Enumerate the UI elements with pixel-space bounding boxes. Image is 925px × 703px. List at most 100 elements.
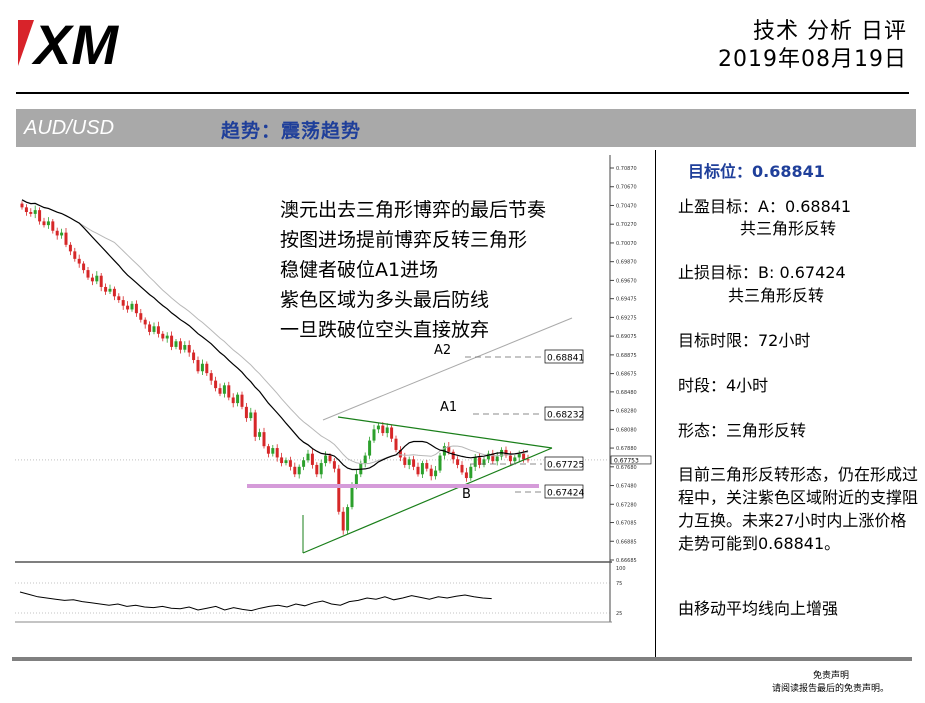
xm-logo: XM (18, 13, 119, 74)
price-tick-label: 0.69075 (616, 334, 637, 340)
candle-body (117, 296, 121, 301)
candle-body (284, 460, 288, 464)
candle-body (429, 468, 433, 477)
candle-body (86, 270, 90, 278)
candle-body (165, 335, 169, 339)
chart-annotation-line: 稳健者破位A1进场 (280, 259, 438, 281)
candle-body (390, 427, 394, 439)
candle-body (469, 466, 473, 479)
candle-body (451, 451, 455, 460)
candle-body (478, 457, 482, 465)
candle-body (38, 210, 42, 222)
level-box (544, 406, 584, 421)
pattern: 形态：三角形反转 (678, 421, 807, 440)
candle-body (209, 373, 213, 381)
candle-body (178, 341, 182, 350)
candle-body (64, 232, 68, 245)
price-tick-label: 0.69475 (616, 297, 637, 303)
candle-body (288, 460, 292, 467)
price-tick-label: 0.67280 (616, 502, 637, 508)
price-tick-label: 0.69870 (616, 260, 637, 266)
candle-body (456, 459, 460, 465)
logo-text: XM (31, 13, 119, 74)
price-axis: 0.70870 0.70670 0.70470 0.70270 0.70070 0.698… (15, 155, 652, 623)
price-tick-label: 0.66685 (616, 558, 637, 564)
candle-body (403, 457, 407, 465)
candle-body (522, 453, 526, 460)
price-tick-label: 0.66885 (616, 539, 637, 545)
candle-body (218, 388, 222, 394)
candle-body (332, 461, 336, 469)
candle-body (134, 303, 138, 314)
candle-body (148, 324, 152, 332)
disclaimer-text: 请阅读报告最后的免责声明。 (771, 684, 889, 694)
price-tick-label: 0.68080 (616, 427, 637, 433)
candle-body (156, 326, 160, 334)
candle-body (231, 397, 235, 404)
candle-body (473, 457, 477, 467)
currency-pair: AUD/USD (24, 117, 115, 139)
candle-body (420, 463, 424, 475)
candle-body (249, 412, 253, 419)
report-header: 技术 分析 日评 2019年08月19日 (718, 18, 907, 74)
candle-body (104, 286, 108, 292)
candle-body (504, 449, 508, 456)
candle-body (253, 412, 257, 437)
time-limit: 目标时限：72小时 (678, 331, 811, 350)
candle-body (258, 432, 262, 437)
slow-moving-average (21, 199, 529, 465)
candle-body (350, 485, 354, 508)
level-value: 0.68841 (547, 354, 584, 364)
candle-body (526, 459, 530, 461)
chart-annotation-line: 紫色区域为多头最后防线 (280, 289, 489, 311)
candle-body (385, 427, 389, 434)
analysis-description: 目前三角形反转形态，仍在形成过程中，关注紫色区域附近的支撑阻力互换。未来27小时… (678, 465, 919, 553)
price-tick-label: 0.68675 (616, 372, 637, 378)
candle-body (240, 394, 244, 407)
level-name: A1 (440, 400, 457, 415)
projection-line (322, 317, 573, 421)
candle-body (170, 335, 174, 347)
header-rule (16, 92, 909, 94)
candle-body (24, 207, 28, 213)
panel-divider (655, 150, 656, 660)
candle-body (244, 406, 248, 419)
candle-body (495, 456, 499, 462)
level-value: 0.67424 (547, 489, 584, 499)
candle-body (425, 463, 429, 469)
candle-body (280, 457, 284, 464)
candle-body (99, 275, 103, 287)
price-tick-label: 0.67085 (616, 521, 637, 527)
candle-body (315, 464, 319, 475)
price-tick-label: 0.70670 (616, 185, 637, 191)
oscillator-panel: 100 75 25 (15, 566, 626, 617)
candle-body (306, 453, 310, 461)
candle-body (192, 352, 196, 361)
candle-body (293, 466, 297, 475)
chart-overlay: 澳元出去三角形博弈的最后节奏按图进场提前博弈反转三角形稳健者破位A1进场紫色区域… (247, 199, 584, 554)
candle-body (236, 394, 240, 404)
candle-body (55, 230, 59, 236)
candle-body (183, 345, 187, 350)
candle-body (121, 300, 125, 306)
candle-body (517, 453, 521, 458)
candle-body (77, 258, 81, 264)
level-box (544, 484, 584, 499)
level-box (544, 456, 584, 471)
candle-body (60, 232, 64, 236)
triangle-upper-edge (337, 416, 553, 449)
price-tick-label: 0.70870 (616, 166, 637, 172)
trend-label: 趋势：震荡趋势 (221, 120, 362, 142)
candle-body (302, 460, 306, 467)
price-tick-label: 0.68280 (616, 409, 637, 415)
candle-body (363, 455, 367, 464)
price-tick-label: 0.70270 (616, 222, 637, 228)
candle-body (200, 363, 204, 372)
candle-body (187, 345, 191, 353)
moving-averages (21, 199, 529, 471)
candle-body (130, 303, 134, 310)
price-tick-label: 0.69275 (616, 315, 637, 321)
candle-body (90, 277, 94, 282)
price-tick-label: 0.67880 (616, 446, 637, 452)
ma-note: 由移动平均线向上增强 (678, 599, 839, 618)
